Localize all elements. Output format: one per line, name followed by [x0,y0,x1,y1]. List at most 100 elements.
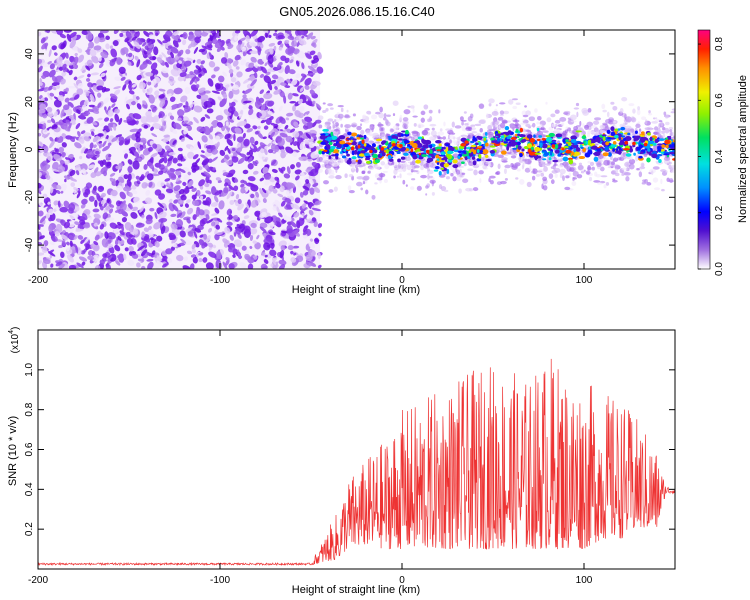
noise-speck [168,151,176,156]
signal-halo-speck [445,128,451,131]
noise-speck [169,96,176,102]
noise-speck [83,192,89,198]
noise-speck [117,208,124,215]
noise-speck [182,181,187,186]
noise-speck [242,94,247,99]
noise-speck [78,256,88,262]
noise-speck [264,173,271,181]
noise-speck [72,62,76,69]
noise-speck [234,178,239,183]
noise-speck [134,142,141,149]
signal-halo-speck [610,101,615,105]
signal-halo-speck [478,103,485,109]
ridge-blob [545,137,553,143]
noise-speck [69,169,76,177]
noise-speck [191,243,196,250]
noise-speck [158,88,166,92]
noise-speck [38,224,44,227]
noise-speck [161,67,169,74]
ridge-blob [565,149,572,154]
noise-speck [44,43,48,50]
noise-speck [183,57,188,62]
noise-speck [270,131,276,138]
noise-speck [184,203,189,208]
noise-speck [166,160,172,167]
ridge-blob [320,141,327,145]
signal-halo-speck [663,156,671,161]
noise-speck [204,45,213,51]
ridge-blob [657,143,663,146]
noise-speck [148,41,152,46]
noise-speck [133,228,139,235]
noise-speck [131,83,137,88]
signal-halo-speck [428,137,433,140]
noise-speck [60,78,66,85]
noise-speck [180,137,186,142]
heatmap-layer [38,30,675,269]
noise-speck [69,240,73,247]
noise-speck [72,189,77,194]
signal-halo-speck [630,155,633,161]
signal-halo-speck [644,119,648,125]
noise-speck [211,212,219,216]
noise-speck [89,87,95,96]
noise-speck [201,45,207,50]
noise-speck [237,249,241,257]
noise-speck [285,112,294,117]
noise-speck [107,142,112,146]
noise-speck [307,65,316,72]
noise-speck [87,82,94,88]
noise-speck [249,50,259,55]
noise-speck [203,126,211,136]
noise-speck [56,184,62,190]
noise-speck [145,218,153,225]
ridge-blob [620,126,626,131]
signal-halo-speck [317,115,324,121]
ridge-blob [484,154,489,158]
noise-speck [131,36,137,41]
noise-speck [63,200,70,209]
ridge-blob [602,152,609,157]
noise-speck [75,170,80,176]
noise-speck [103,130,107,134]
noise-speck [161,114,168,122]
snr-series-line [38,358,675,567]
noise-speck [105,205,110,211]
noise-speck [216,232,223,236]
noise-speck [128,80,132,85]
noise-speck [100,51,109,59]
noise-speck [212,38,218,45]
noise-speck [146,173,154,181]
noise-speck [208,61,216,68]
signal-halo-speck [471,131,478,134]
ridge-blob [610,126,615,132]
signal-halo-speck [579,120,582,126]
signal-halo-speck [406,164,412,171]
noise-speck [237,157,246,165]
noise-speck [171,242,177,248]
noise-speck [169,115,175,120]
ridge-blob [587,139,592,144]
signal-halo-speck [356,125,362,131]
noise-speck [128,90,135,95]
noise-speck [61,142,67,148]
noise-speck [263,258,269,264]
noise-speck [308,141,315,148]
signal-halo-speck [488,103,492,107]
signal-halo-speck [593,180,601,183]
noise-speck [200,94,209,103]
signal-halo-speck [429,123,437,127]
signal-halo-speck [356,181,363,187]
noise-speck [103,202,108,208]
noise-speck [192,256,198,264]
signal-halo-speck [668,161,672,165]
noise-speck [49,241,55,246]
signal-halo-speck [420,117,426,123]
noise-speck [235,66,240,70]
noise-speck [301,35,305,39]
noise-speck [113,30,119,34]
noise-speck [250,193,255,199]
signal-halo-speck [545,163,551,166]
noise-speck [63,221,71,229]
noise-speck [300,172,305,177]
